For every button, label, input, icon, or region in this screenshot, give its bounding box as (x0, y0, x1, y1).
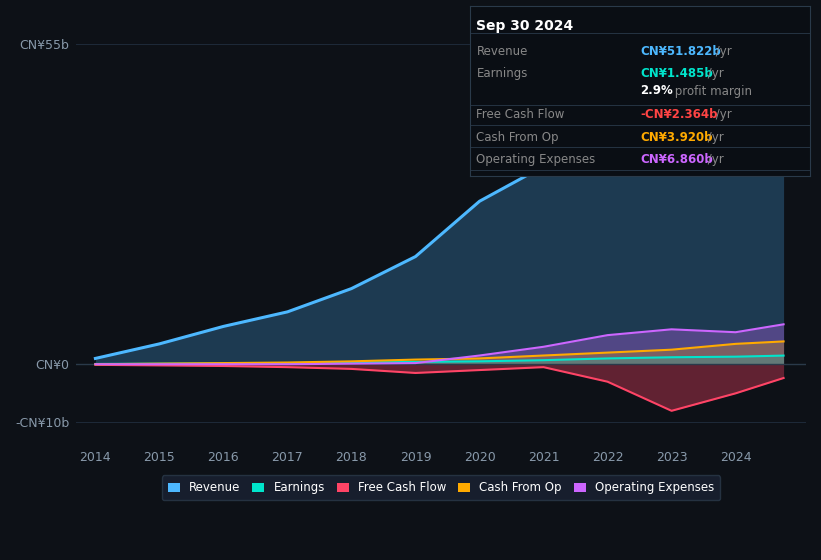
Text: profit margin: profit margin (671, 85, 752, 97)
Text: Earnings: Earnings (476, 67, 528, 81)
Text: Free Cash Flow: Free Cash Flow (476, 109, 565, 122)
Text: /yr: /yr (704, 130, 724, 143)
Text: Revenue: Revenue (476, 45, 528, 58)
Legend: Revenue, Earnings, Free Cash Flow, Cash From Op, Operating Expenses: Revenue, Earnings, Free Cash Flow, Cash … (162, 475, 720, 500)
Text: 2.9%: 2.9% (640, 85, 672, 97)
Text: /yr: /yr (712, 109, 732, 122)
Text: Cash From Op: Cash From Op (476, 130, 559, 143)
Text: /yr: /yr (712, 45, 732, 58)
Text: CN¥1.485b: CN¥1.485b (640, 67, 713, 81)
Text: -CN¥2.364b: -CN¥2.364b (640, 109, 718, 122)
Text: CN¥6.860b: CN¥6.860b (640, 153, 713, 166)
Text: Sep 30 2024: Sep 30 2024 (476, 19, 574, 33)
Text: CN¥51.822b: CN¥51.822b (640, 45, 721, 58)
Text: /yr: /yr (704, 153, 724, 166)
Text: Operating Expenses: Operating Expenses (476, 153, 596, 166)
Text: /yr: /yr (704, 67, 724, 81)
Text: CN¥3.920b: CN¥3.920b (640, 130, 713, 143)
